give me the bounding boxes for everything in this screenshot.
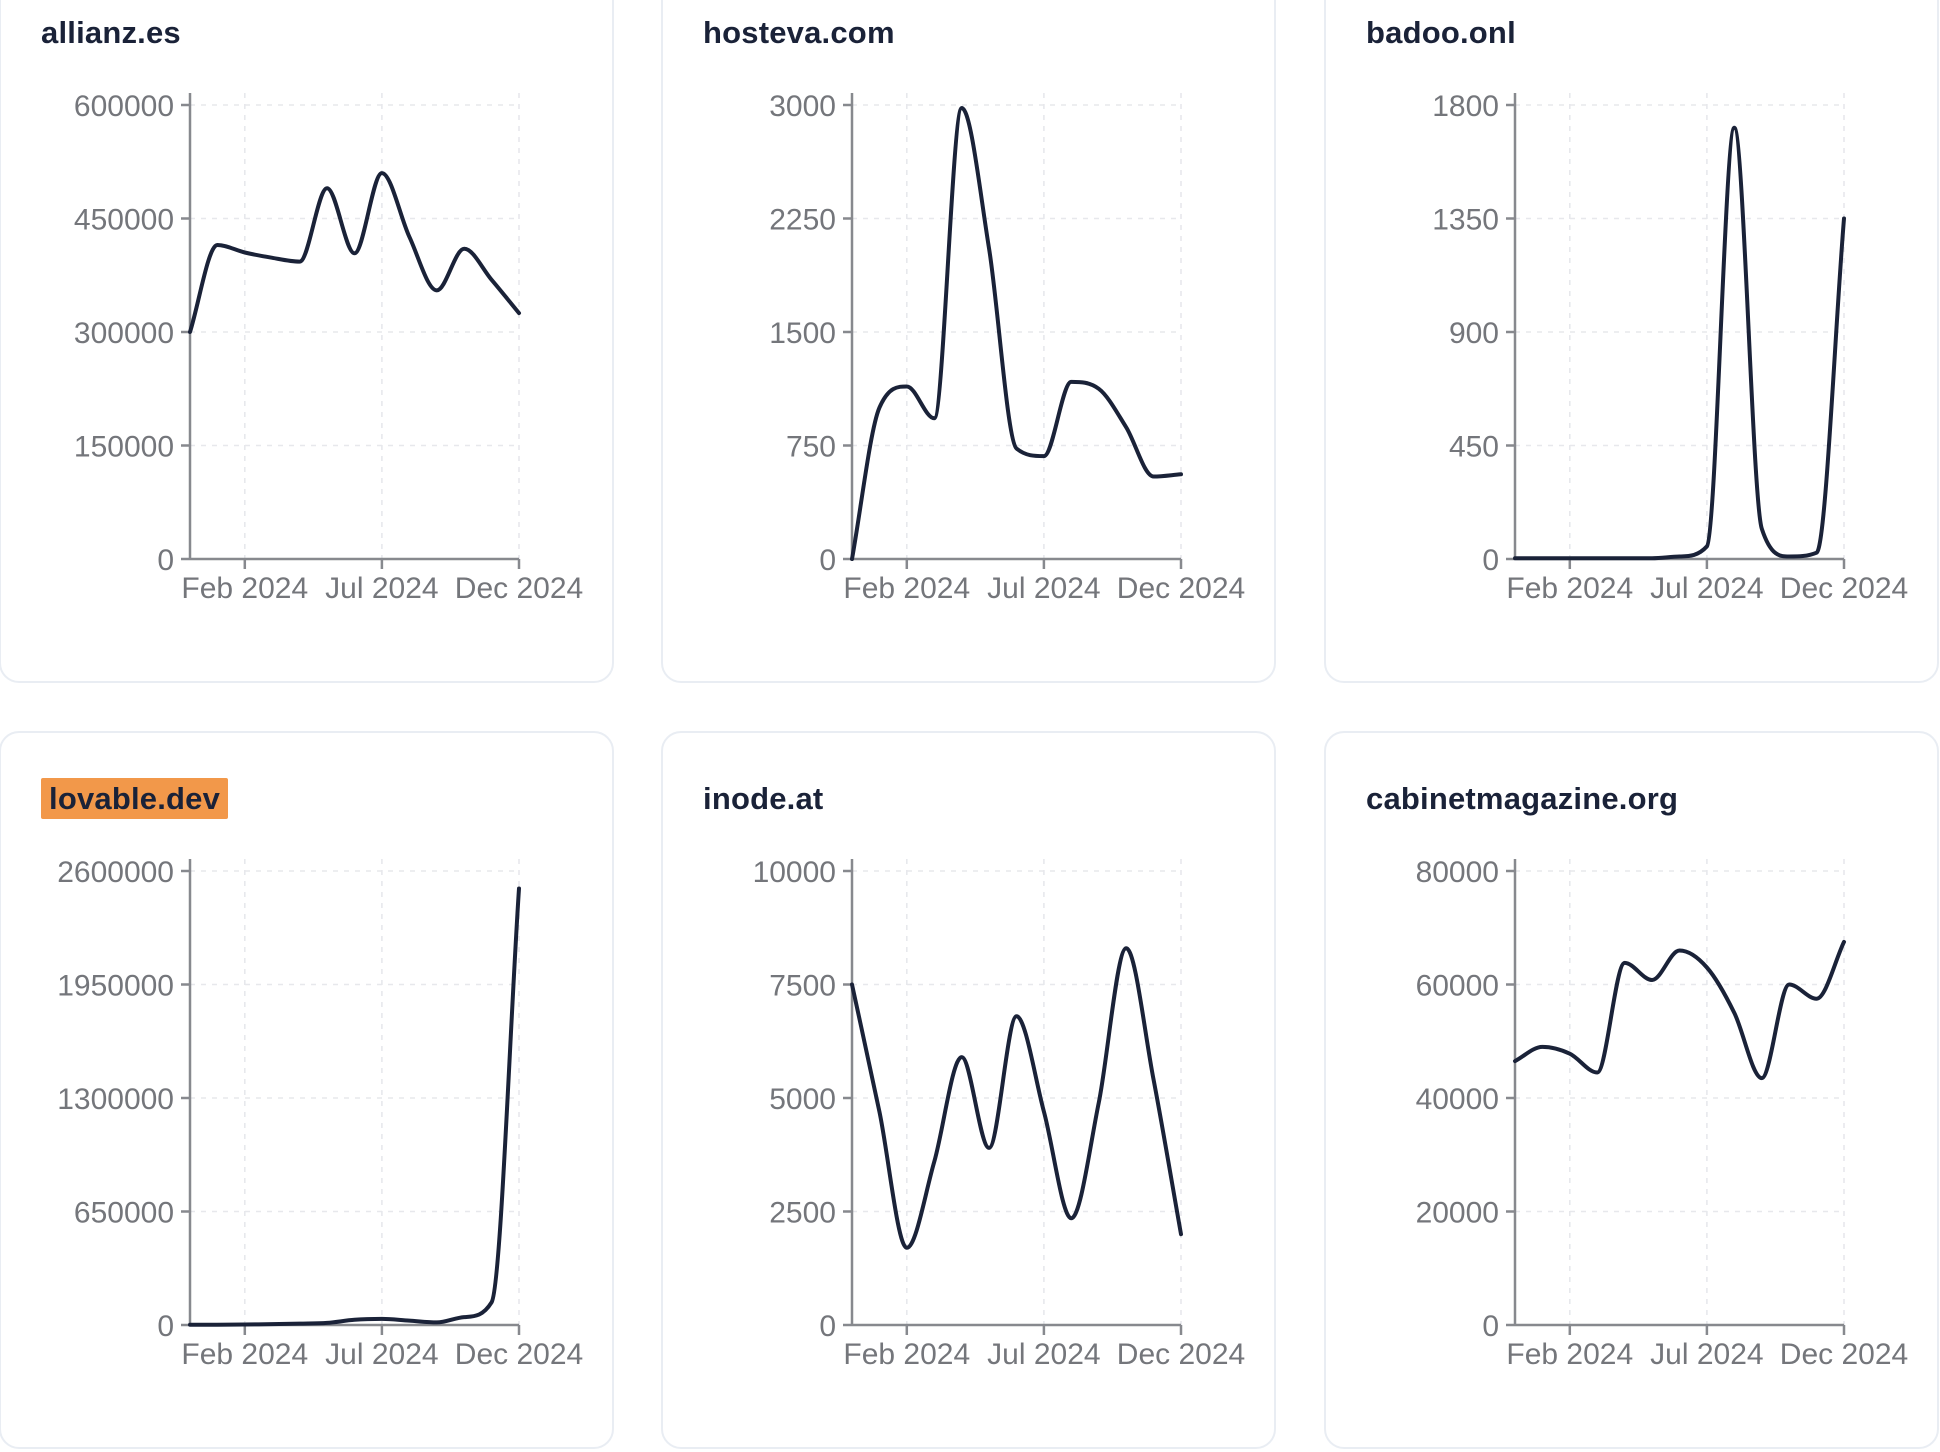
card-title-highlighted: lovable.dev	[41, 778, 229, 819]
y-tick-label: 1350	[1432, 204, 1499, 237]
y-tick-label: 80000	[1416, 856, 1499, 889]
y-tick-label: 750	[786, 431, 836, 464]
domain-card-hosteva[interactable]: hosteva.com 3000 2250 1500 750 0 Feb 2024 Jul …	[661, 0, 1276, 683]
series-line	[1513, 939, 1846, 1081]
y-tick-label: 0	[819, 1310, 836, 1343]
domain-card-inode[interactable]: inode.at 10000 7500 5000 2500 0 Feb 2024 Jul 2…	[661, 731, 1276, 1449]
y-tick-label: 1500	[769, 317, 836, 350]
y-tick-label: 0	[157, 544, 174, 577]
x-tick-label: Dec 2024	[455, 1338, 583, 1371]
domain-card-badoo[interactable]: badoo.onl 1800 1350 900 450 0 Feb 2024 Jul 202…	[1324, 0, 1939, 683]
domain-card-cabinetmagazine[interactable]: cabinetmagazine.org 80000 60000 40000 20000…	[1324, 731, 1939, 1449]
y-tick-label: 150000	[74, 431, 174, 464]
x-tick-label: Jul 2024	[1650, 1338, 1763, 1371]
y-tick-label: 300000	[74, 317, 174, 350]
x-tick-label: Feb 2024	[843, 572, 970, 605]
x-tick-label: Jul 2024	[987, 572, 1100, 605]
card-title: cabinetmagazine.org	[1366, 781, 1679, 816]
card-title: inode.at	[703, 781, 824, 816]
y-tick-label: 0	[819, 544, 836, 577]
x-tick-label: Feb 2024	[1506, 1338, 1633, 1371]
y-tick-label: 3000	[769, 90, 836, 123]
y-tick-label: 5000	[769, 1083, 836, 1116]
y-tick-label: 650000	[74, 1197, 174, 1230]
series-line	[1513, 125, 1846, 561]
y-tick-label: 1300000	[57, 1083, 174, 1116]
series-line	[188, 886, 521, 1327]
x-tick-label: Dec 2024	[1780, 1338, 1908, 1371]
x-tick-label: Feb 2024	[843, 1338, 970, 1371]
series-line	[850, 946, 1183, 1250]
x-tick-label: Jul 2024	[987, 1338, 1100, 1371]
y-tick-label: 0	[1482, 1310, 1499, 1343]
x-tick-label: Dec 2024	[1117, 572, 1245, 605]
card-title: allianz.es	[41, 15, 181, 50]
series-line	[188, 171, 521, 334]
y-tick-label: 600000	[74, 90, 174, 123]
series-line	[850, 106, 1183, 561]
card-title: badoo.onl	[1366, 15, 1516, 50]
y-tick-label: 2500	[769, 1197, 836, 1230]
y-tick-label: 40000	[1416, 1083, 1499, 1116]
x-tick-label: Dec 2024	[455, 572, 583, 605]
y-tick-label: 900	[1449, 317, 1499, 350]
y-tick-label: 0	[1482, 544, 1499, 577]
x-tick-label: Jul 2024	[325, 572, 438, 605]
x-tick-label: Dec 2024	[1117, 1338, 1245, 1371]
x-tick-label: Dec 2024	[1780, 572, 1908, 605]
y-tick-label: 1950000	[57, 970, 174, 1003]
y-tick-label: 450000	[74, 204, 174, 237]
domain-card-lovable[interactable]: lovable.dev 2600000 1950000 1300000 650000 0…	[0, 731, 614, 1449]
x-tick-label: Jul 2024	[1650, 572, 1763, 605]
y-tick-label: 60000	[1416, 970, 1499, 1003]
y-tick-label: 450	[1449, 431, 1499, 464]
card-title: hosteva.com	[703, 15, 895, 50]
x-tick-label: Jul 2024	[325, 1338, 438, 1371]
y-tick-label: 2600000	[57, 856, 174, 889]
y-tick-label: 1800	[1432, 90, 1499, 123]
x-tick-label: Feb 2024	[181, 1338, 308, 1371]
x-tick-label: Feb 2024	[1506, 572, 1633, 605]
highlight-mark: lovable.dev	[41, 778, 229, 819]
y-tick-label: 7500	[769, 970, 836, 1003]
x-tick-label: Feb 2024	[181, 572, 308, 605]
y-tick-label: 0	[157, 1310, 174, 1343]
y-tick-label: 2250	[769, 204, 836, 237]
y-tick-label: 20000	[1416, 1197, 1499, 1230]
y-tick-label: 10000	[753, 856, 836, 889]
domain-card-allianz[interactable]: allianz.es 600000 450000 300000 150000 0 Feb …	[0, 0, 614, 683]
